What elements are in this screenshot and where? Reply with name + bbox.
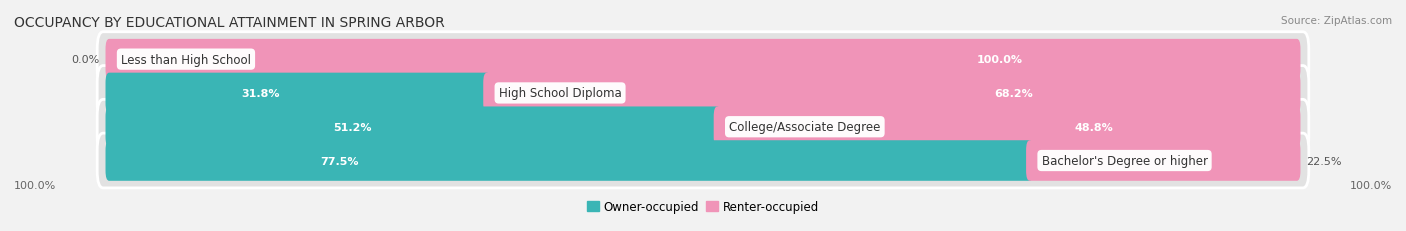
FancyBboxPatch shape	[714, 107, 1301, 147]
FancyBboxPatch shape	[105, 107, 721, 147]
Text: High School Diploma: High School Diploma	[499, 87, 621, 100]
Text: 100.0%: 100.0%	[1350, 180, 1392, 190]
Text: College/Associate Degree: College/Associate Degree	[730, 121, 880, 134]
Text: Source: ZipAtlas.com: Source: ZipAtlas.com	[1281, 16, 1392, 26]
Text: Less than High School: Less than High School	[121, 53, 250, 66]
FancyBboxPatch shape	[484, 73, 1301, 114]
FancyBboxPatch shape	[97, 100, 1309, 155]
Text: 48.8%: 48.8%	[1074, 122, 1114, 132]
Text: Bachelor's Degree or higher: Bachelor's Degree or higher	[1042, 154, 1208, 167]
Legend: Owner-occupied, Renter-occupied: Owner-occupied, Renter-occupied	[582, 195, 824, 218]
FancyBboxPatch shape	[97, 134, 1309, 188]
Text: 100.0%: 100.0%	[14, 180, 56, 190]
FancyBboxPatch shape	[105, 141, 1033, 181]
Text: 77.5%: 77.5%	[321, 156, 359, 166]
Text: 31.8%: 31.8%	[240, 88, 280, 98]
Text: OCCUPANCY BY EDUCATIONAL ATTAINMENT IN SPRING ARBOR: OCCUPANCY BY EDUCATIONAL ATTAINMENT IN S…	[14, 16, 444, 30]
FancyBboxPatch shape	[1026, 141, 1301, 181]
Text: 0.0%: 0.0%	[72, 55, 100, 65]
Text: 22.5%: 22.5%	[1306, 156, 1341, 166]
FancyBboxPatch shape	[97, 66, 1309, 121]
Text: 68.2%: 68.2%	[994, 88, 1033, 98]
FancyBboxPatch shape	[105, 40, 1301, 80]
Text: 100.0%: 100.0%	[977, 55, 1024, 65]
FancyBboxPatch shape	[97, 33, 1309, 87]
Text: 51.2%: 51.2%	[333, 122, 371, 132]
FancyBboxPatch shape	[105, 73, 491, 114]
